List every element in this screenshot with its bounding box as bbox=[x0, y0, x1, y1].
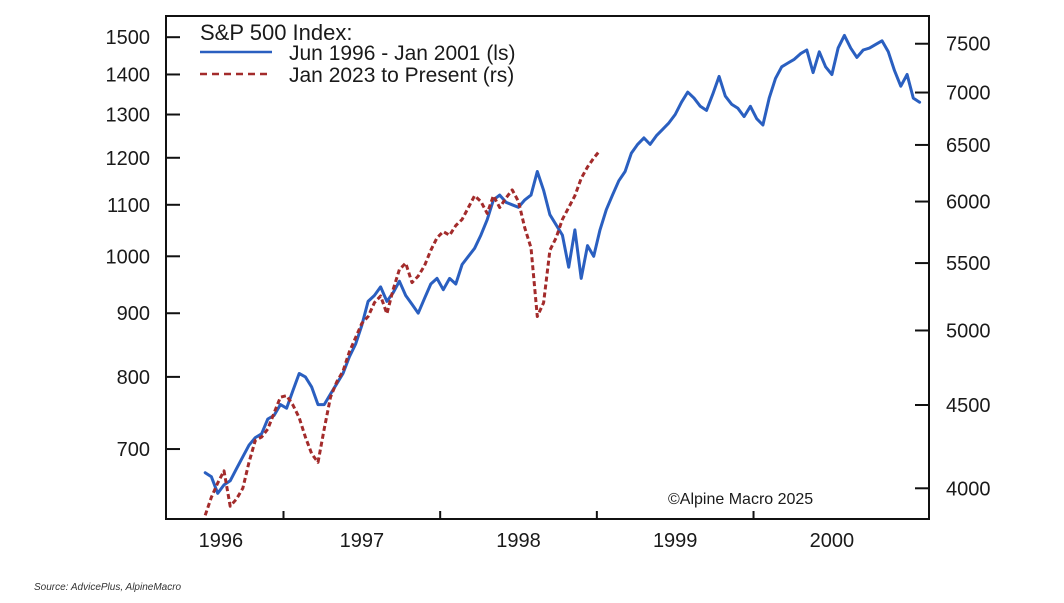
left-tick-label: 1100 bbox=[107, 195, 150, 217]
right-tick-label: 4500 bbox=[946, 395, 991, 417]
x-tick-label: 1997 bbox=[340, 530, 385, 552]
left-tick-label: 900 bbox=[117, 303, 150, 325]
left-tick-label: 1500 bbox=[106, 27, 151, 49]
legend-entry-1: Jun 1996 - Jan 2001 (ls) bbox=[289, 42, 515, 65]
left-tick-label: 1000 bbox=[106, 246, 151, 268]
x-tick-label: 1998 bbox=[496, 530, 541, 552]
left-axis: 700 800 900 1000 1100 1200 1300 1400 1500 bbox=[106, 27, 180, 461]
right-tick-label: 4000 bbox=[946, 478, 991, 500]
right-tick-label: 7500 bbox=[946, 34, 991, 56]
left-tick-label: 1400 bbox=[106, 64, 151, 86]
left-tick-label: 1200 bbox=[106, 148, 151, 170]
series-lines bbox=[203, 33, 922, 516]
plot-frame bbox=[165, 15, 930, 520]
legend-entry-2: Jan 2023 to Present (rs) bbox=[289, 64, 514, 87]
legend: S&P 500 Index: Jun 1996 - Jan 2001 (ls) … bbox=[200, 20, 515, 87]
x-tick-label: 1996 bbox=[199, 530, 244, 552]
right-axis: 4000 4500 5000 5500 6000 6500 7000 7500 bbox=[915, 34, 991, 500]
right-tick-label: 7000 bbox=[946, 83, 991, 105]
series-line-1996-2001 bbox=[203, 33, 922, 495]
left-tick-label: 700 bbox=[117, 439, 150, 461]
left-tick-label: 1300 bbox=[106, 105, 151, 127]
right-tick-label: 6500 bbox=[946, 135, 991, 157]
right-tick-label: 5500 bbox=[946, 253, 991, 275]
x-tick-label: 1999 bbox=[653, 530, 698, 552]
x-axis: 1996 1997 1998 1999 2000 bbox=[199, 511, 855, 552]
x-tick-label: 2000 bbox=[810, 530, 855, 552]
credit-label: ©Alpine Macro 2025 bbox=[668, 491, 813, 508]
right-tick-label: 6000 bbox=[946, 192, 991, 214]
series-line-2023-present bbox=[203, 149, 602, 516]
source-note: Source: AdvicePlus, AlpineMacro bbox=[34, 582, 182, 593]
left-tick-label: 800 bbox=[117, 367, 150, 389]
legend-title: S&P 500 Index: bbox=[200, 20, 353, 45]
right-tick-label: 5000 bbox=[946, 320, 991, 342]
